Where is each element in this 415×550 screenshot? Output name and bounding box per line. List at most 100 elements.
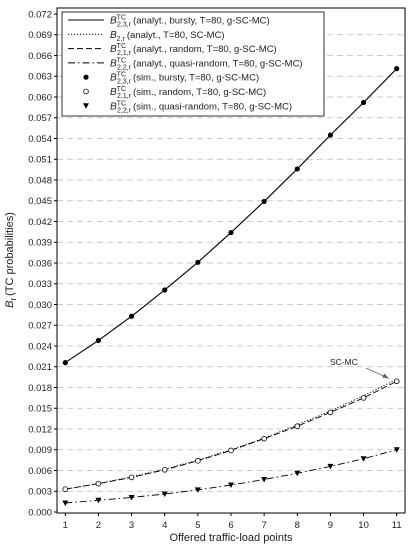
marker	[128, 474, 135, 481]
series-line	[65, 378, 397, 490]
y-tick-label: 0.039	[28, 238, 52, 249]
y-tick-label: 0.063	[28, 72, 52, 83]
legend-label: BTC 2,2,r (analyt., quasi-random, T=80, g-…	[110, 57, 303, 71]
y-axis-label-symbol: B	[4, 301, 16, 308]
series-line	[65, 380, 397, 490]
legend-label: BTC 2,3,r (sim., bursty, T=80, g-SC-MC)	[110, 72, 259, 86]
x-tick-label: 8	[295, 520, 300, 531]
legend-text: (analyt., T=80, SC-MC)	[127, 30, 225, 41]
x-tick-label: 6	[228, 520, 233, 531]
y-tick-label: 0.069	[28, 30, 52, 41]
x-axis-label: Offered traffic-load points	[169, 532, 293, 544]
legend-text: (sim., random, T=80, g-SC-MC)	[133, 87, 266, 98]
legend-sup: TC	[117, 15, 126, 22]
y-tick-label: 0.003	[28, 487, 52, 498]
x-tick-label: 2	[96, 520, 101, 531]
marker	[195, 259, 201, 265]
x-tick-label: 7	[261, 520, 266, 531]
legend-symbol: B	[110, 101, 117, 112]
legend-sub: 2,1,r	[117, 93, 132, 100]
y-tick-label: 0.066	[28, 51, 52, 62]
marker	[360, 99, 367, 106]
legend-text: (sim., quasi-random, T=80, g-SC-MC)	[133, 101, 292, 112]
marker	[162, 287, 168, 293]
marker	[194, 487, 201, 493]
y-tick-label: 0.018	[28, 383, 52, 394]
y-axis-label: Br (TC probabilities)	[4, 212, 18, 308]
marker	[360, 395, 367, 401]
legend-symbol: B	[110, 73, 117, 84]
marker	[294, 423, 301, 430]
marker	[228, 229, 234, 236]
marker	[62, 360, 68, 366]
legend-sub: 2,r	[117, 36, 126, 43]
y-axis-label-text: (TC probabilities)	[4, 212, 16, 296]
marker	[95, 337, 102, 344]
y-tick-label: 0.060	[28, 92, 52, 103]
legend-symbol: B	[110, 87, 117, 98]
marker	[261, 198, 267, 205]
marker	[294, 166, 300, 172]
y-tick-label: 0.045	[28, 196, 52, 207]
y-tick-label: 0.054	[28, 134, 52, 145]
legend-sup: TC	[117, 100, 126, 107]
x-tick-label: 9	[328, 520, 333, 531]
marker	[195, 458, 201, 464]
y-tick-label: 0.036	[28, 258, 52, 269]
legend-sub: 2,3,r	[117, 22, 132, 29]
x-tick-label: 10	[358, 520, 369, 531]
legend-marker	[83, 74, 89, 80]
marker	[128, 494, 135, 501]
legend-symbol: B	[110, 16, 117, 27]
y-tick-label: 0.015	[28, 404, 52, 415]
marker	[128, 313, 135, 319]
y-tick-label: 0.000	[28, 507, 52, 518]
marker	[62, 500, 69, 507]
y-tick-label: 0.072	[28, 9, 52, 20]
legend-sub: 2,1,r	[117, 50, 132, 57]
marker	[95, 480, 102, 487]
y-tick-label: 0.051	[28, 155, 52, 166]
x-tick-label: 3	[129, 520, 134, 531]
legend-label: BTC 2,1,r (sim., random, T=80, g-SC-MC)	[110, 86, 266, 100]
marker	[394, 66, 400, 72]
annotation: SC-MC	[330, 357, 358, 367]
marker	[261, 435, 267, 442]
y-tick-label: 0.006	[28, 466, 52, 477]
legend-sub: 2,2,r	[117, 107, 132, 114]
legend-symbol: B	[110, 30, 117, 41]
marker	[228, 447, 234, 454]
marker	[261, 476, 268, 483]
legend-label: BTC 2,3,r (analyt., bursty, T=80, g-SC-MC)	[110, 15, 270, 29]
marker	[294, 470, 301, 477]
marker	[327, 463, 334, 470]
marker	[393, 378, 400, 385]
legend-marker	[83, 103, 89, 109]
legend-sub: 2,2,r	[117, 64, 132, 71]
y-tick-label: 0.009	[28, 445, 52, 456]
x-tick-label: 11	[392, 520, 402, 531]
legend-label: BTC 2,2,r (sim., quasi-random, T=80, g-SC-…	[110, 100, 292, 114]
y-tick-label: 0.012	[28, 424, 52, 435]
y-tick-label: 0.030	[28, 300, 52, 311]
legend-sup: TC	[117, 43, 126, 50]
legend-sup: TC	[117, 72, 126, 79]
y-tick-label: 0.042	[28, 217, 52, 228]
legend-sub: 2,3,r	[117, 79, 132, 86]
marker	[161, 491, 168, 498]
legend-symbol: B	[110, 58, 117, 69]
legend-symbol: B	[110, 44, 117, 55]
marker	[393, 447, 400, 453]
legend-box	[61, 11, 325, 117]
legend-text: (analyt., random, T=80, g-SC-MC)	[133, 44, 277, 55]
legend-text: (analyt., bursty, T=80, g-SC-MC)	[133, 16, 270, 27]
y-axis-label-sub: r	[9, 298, 18, 301]
legend-text: (sim., bursty, T=80, g-SC-MC)	[133, 73, 259, 84]
marker	[327, 409, 334, 416]
y-tick-label: 0.033	[28, 279, 52, 290]
marker	[228, 482, 234, 489]
legend-sup: TC	[117, 57, 126, 64]
marker	[360, 456, 367, 462]
